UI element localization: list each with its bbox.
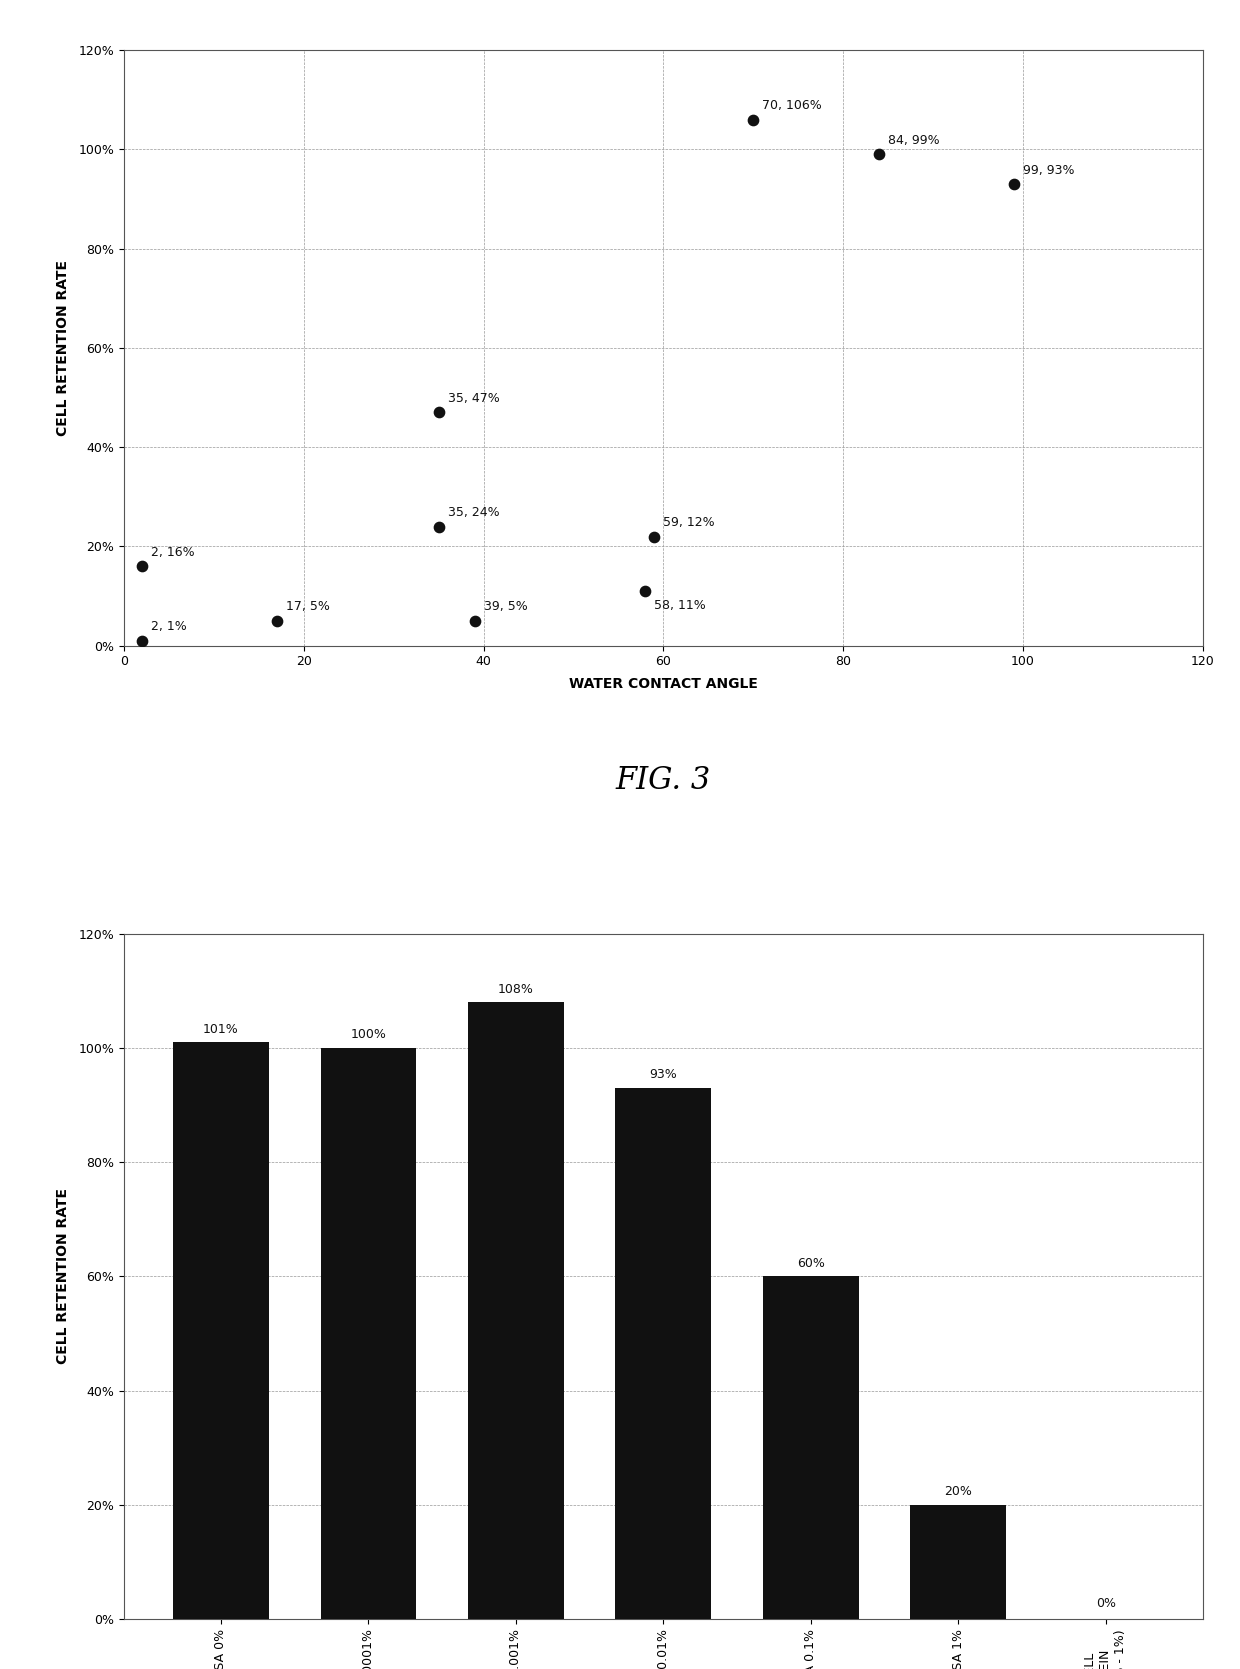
- Text: 99, 93%: 99, 93%: [1023, 164, 1075, 177]
- Point: [429, 514, 449, 541]
- Text: 101%: 101%: [203, 1023, 239, 1035]
- Text: 2, 1%: 2, 1%: [151, 621, 187, 633]
- Point: [1004, 170, 1024, 197]
- Text: 2, 16%: 2, 16%: [151, 546, 195, 559]
- Point: [267, 608, 286, 634]
- Text: 60%: 60%: [797, 1257, 825, 1270]
- Text: 20%: 20%: [945, 1485, 972, 1497]
- Point: [635, 577, 655, 604]
- Bar: [910, 1505, 1007, 1619]
- Text: 93%: 93%: [650, 1068, 677, 1082]
- Text: 100%: 100%: [351, 1028, 387, 1041]
- Y-axis label: CELL RETENTION RATE: CELL RETENTION RATE: [56, 1188, 71, 1365]
- Point: [744, 107, 764, 134]
- Point: [131, 552, 151, 579]
- Point: [869, 140, 889, 167]
- X-axis label: WATER CONTACT ANGLE: WATER CONTACT ANGLE: [569, 678, 758, 691]
- Bar: [615, 1088, 712, 1619]
- Text: 0%: 0%: [1096, 1597, 1116, 1611]
- Bar: [320, 1048, 417, 1619]
- Point: [131, 628, 151, 654]
- Y-axis label: CELL RETENTION RATE: CELL RETENTION RATE: [56, 260, 71, 436]
- Text: FIG. 3: FIG. 3: [616, 764, 711, 796]
- Bar: [467, 1003, 564, 1619]
- Text: 39, 5%: 39, 5%: [484, 601, 527, 614]
- Text: 58, 11%: 58, 11%: [655, 599, 706, 611]
- Bar: [174, 1043, 269, 1619]
- Point: [429, 399, 449, 426]
- Text: 35, 24%: 35, 24%: [448, 506, 500, 519]
- Point: [645, 522, 665, 549]
- Text: 59, 12%: 59, 12%: [663, 516, 715, 529]
- Text: 70, 106%: 70, 106%: [763, 98, 822, 112]
- Text: 35, 47%: 35, 47%: [448, 392, 500, 406]
- Point: [465, 608, 485, 634]
- Text: 84, 99%: 84, 99%: [888, 134, 940, 147]
- Text: 17, 5%: 17, 5%: [285, 601, 330, 614]
- Bar: [763, 1277, 859, 1619]
- Text: 108%: 108%: [498, 983, 534, 995]
